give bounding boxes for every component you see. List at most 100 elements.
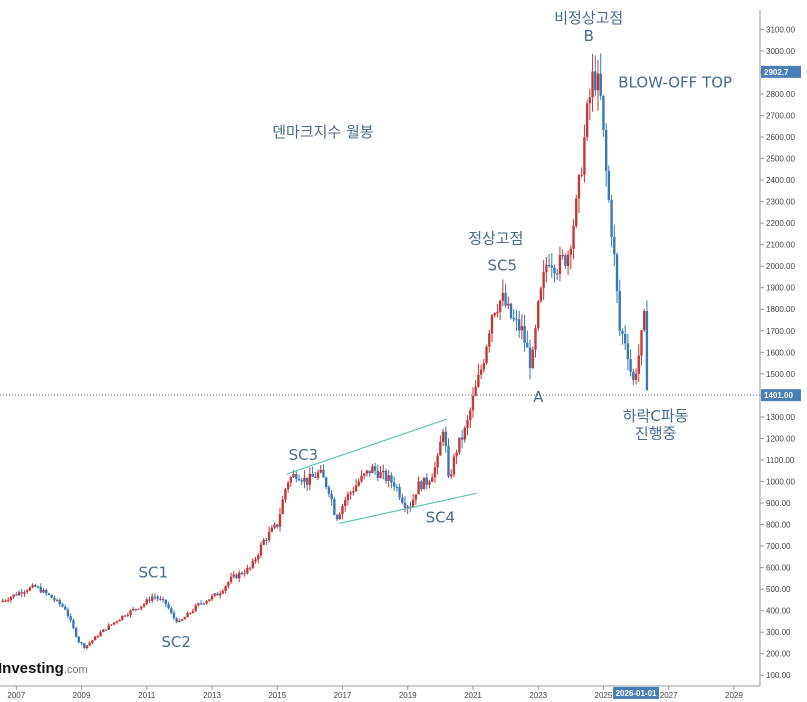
candle-body (88, 642, 91, 646)
candle-body (112, 622, 116, 625)
y-tick-label: 1100.00 (766, 456, 795, 465)
candle-body (346, 494, 350, 501)
candle-body (501, 292, 505, 301)
candle-body (376, 470, 380, 478)
candle-body (237, 572, 241, 579)
candle-body (645, 311, 649, 391)
watermark-suffix: .com (64, 664, 88, 676)
candle-body (12, 594, 15, 598)
candle-body (300, 480, 303, 482)
candle-body (466, 420, 469, 428)
candle-body (83, 643, 86, 648)
x-tick-label: 2021 (464, 691, 482, 700)
annotation-label: 진행중 (635, 424, 676, 442)
candle-body (221, 590, 225, 594)
candle-body (490, 315, 494, 334)
candle-body (121, 615, 124, 620)
y-axis[interactable]: 100.00 200.00 300.00 400.00 500.00 600.00 700.… (759, 10, 801, 686)
y-tick-label: 2200.00 (766, 219, 795, 228)
candle-body (341, 505, 344, 515)
candle-body (591, 71, 594, 98)
candle-body (330, 493, 333, 500)
candle-body (246, 567, 249, 574)
candle-body (436, 455, 439, 468)
candle-body (267, 531, 271, 540)
candle-body (542, 272, 545, 289)
candle-body (270, 527, 274, 532)
candle-body (363, 473, 366, 476)
x-tick-label: 2011 (138, 691, 156, 700)
candle-body (441, 431, 445, 442)
x-axis[interactable]: 2007 2009 2011 2013 2015 2017 2019 2021 2023 2025… (0, 685, 760, 700)
x-tick-label: 2025 (595, 691, 613, 700)
candle-body (556, 273, 559, 275)
candle-body (208, 599, 211, 602)
x-tick-label: 2015 (268, 691, 286, 700)
peak-price-label: 2902.7 (764, 68, 789, 77)
candle-body (281, 499, 284, 514)
candle-body (145, 599, 148, 604)
candle-body (322, 469, 325, 478)
candle-body (243, 573, 246, 575)
candle-body (428, 481, 431, 485)
candle-body (580, 174, 583, 176)
candle-body (365, 470, 369, 474)
annotation-label: A (533, 388, 544, 406)
y-tick-label: 2000.00 (766, 262, 795, 271)
candle-body (289, 477, 293, 483)
candle-body (471, 395, 475, 411)
candle-body (517, 319, 521, 331)
candle-body (134, 608, 138, 610)
candle-body (248, 567, 252, 569)
candle-body (539, 288, 543, 302)
candle-body (53, 597, 56, 601)
candle-body (64, 606, 67, 610)
trend-lines (286, 418, 477, 525)
candle-body (566, 254, 570, 267)
candle-body (371, 466, 374, 474)
candle-body (613, 236, 616, 255)
candle-body (77, 636, 81, 643)
candle-body (194, 605, 197, 611)
candle-body (357, 481, 360, 486)
annotation-label: SC2 (161, 633, 191, 651)
candle-body (564, 255, 567, 267)
watermark-brand: Investing (0, 660, 64, 677)
candle-body (392, 482, 396, 487)
candle-body (403, 502, 407, 508)
candle-body (161, 598, 165, 600)
candle-body (197, 603, 200, 606)
candle-body (354, 485, 358, 492)
x-tick-label: 2019 (399, 691, 417, 700)
candle-body (34, 585, 37, 587)
y-tick-label: 1000.00 (766, 477, 795, 486)
candle-body (455, 452, 458, 457)
candle-body (229, 576, 233, 583)
candle-body (623, 334, 627, 344)
candle-body (610, 199, 613, 237)
candle-body (137, 608, 140, 610)
trend-line (286, 418, 448, 475)
candle-body (164, 599, 168, 605)
annotation-label: SC3 (289, 446, 319, 464)
candle-body (42, 589, 45, 593)
candle-body (390, 475, 393, 483)
candle-body (183, 617, 187, 620)
candle-body (175, 618, 178, 622)
candle-body (284, 489, 287, 500)
candle-body (488, 333, 491, 347)
y-tick-label: 2600.00 (766, 133, 795, 142)
y-tick-label: 2700.00 (766, 111, 795, 120)
candle-body (460, 437, 464, 440)
candle-body (344, 500, 347, 506)
candle-body (224, 586, 227, 591)
candle-body (338, 514, 341, 520)
y-tick-label: 3000.00 (766, 47, 795, 56)
candle-body (406, 506, 409, 508)
candle-body (640, 330, 643, 356)
candle-body (23, 591, 26, 594)
candle-body (191, 610, 195, 613)
candle-body (545, 265, 548, 273)
annotation-label: SC1 (139, 563, 169, 581)
